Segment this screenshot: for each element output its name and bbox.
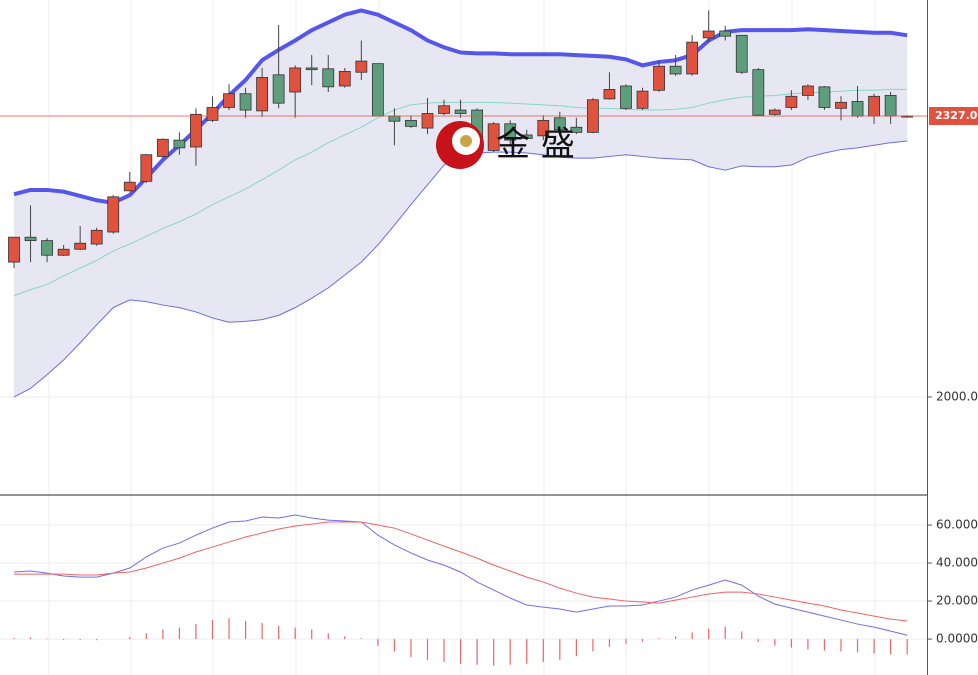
- candle-body: [355, 60, 368, 73]
- candle-body: [173, 139, 186, 149]
- candle-body: [768, 109, 781, 115]
- candle-body: [338, 70, 351, 87]
- candle-body: [818, 86, 831, 108]
- candle-body: [57, 248, 70, 256]
- candle-body: [868, 95, 880, 117]
- candle-body: [603, 89, 616, 100]
- plot-layer: 2000.00 2327.06 金 盛 0.0000 20.0000 40.0000 60.…: [0, 8, 978, 666]
- candle-body: [24, 236, 37, 242]
- candle-body: [289, 67, 302, 93]
- macd-line: [14, 521, 908, 622]
- candle-body: [686, 41, 699, 75]
- candle-body: [256, 77, 269, 112]
- candle-body: [620, 85, 632, 109]
- candle-body: [90, 229, 103, 245]
- logo-dot: [460, 135, 472, 147]
- candle-body: [305, 67, 318, 71]
- candle-body: [851, 101, 864, 117]
- candle-body: [206, 107, 219, 121]
- candle-body: [520, 134, 533, 139]
- macd-line: [13, 514, 908, 636]
- y-tick-label: 40.0000: [936, 556, 978, 570]
- candle-body: [140, 154, 153, 182]
- candle-body: [156, 138, 169, 157]
- last-price-box: [929, 107, 978, 126]
- last-price-label: 2327.06: [935, 109, 978, 122]
- candle-body: [735, 34, 748, 73]
- candle-body: [653, 65, 665, 91]
- candle-body: [74, 242, 87, 250]
- candle-body: [537, 119, 550, 137]
- candle-body: [702, 30, 715, 39]
- y-tick-label: 0.0000: [936, 632, 978, 646]
- candle-body: [636, 90, 649, 109]
- candle-body: [553, 117, 566, 131]
- candle-body: [41, 240, 53, 256]
- candle-body: [405, 119, 417, 127]
- candle-body: [454, 109, 467, 114]
- logo-text: 金 盛: [496, 125, 575, 165]
- candle-body: [223, 93, 235, 108]
- y-tick-label: 2000.00: [936, 389, 978, 403]
- candle-body: [123, 181, 136, 192]
- candle-body: [371, 63, 384, 117]
- candle-body: [438, 105, 450, 114]
- candle-body: [802, 85, 814, 96]
- candle-body: [272, 74, 285, 104]
- candle-body: [421, 113, 434, 129]
- candle-body: [884, 95, 897, 117]
- candle-body: [785, 95, 798, 108]
- candle-body: [719, 30, 732, 37]
- band-line: [13, 8, 908, 205]
- candle-body: [107, 196, 120, 233]
- candle-body: [239, 93, 252, 111]
- candle-body: [752, 69, 765, 116]
- candle-body: [835, 101, 847, 109]
- candle-body: [322, 68, 335, 88]
- band-fill: [14, 10, 908, 397]
- candle-body: [388, 115, 401, 122]
- candle-body: [570, 126, 583, 133]
- candle-body: [190, 113, 202, 148]
- candle-body: [504, 123, 517, 141]
- y-tick-label: 60.0000: [936, 518, 978, 532]
- candle-body: [669, 65, 682, 75]
- candle-body: [8, 236, 20, 263]
- y-tick-label: 20.0000: [936, 594, 978, 608]
- candle-body: [487, 123, 500, 151]
